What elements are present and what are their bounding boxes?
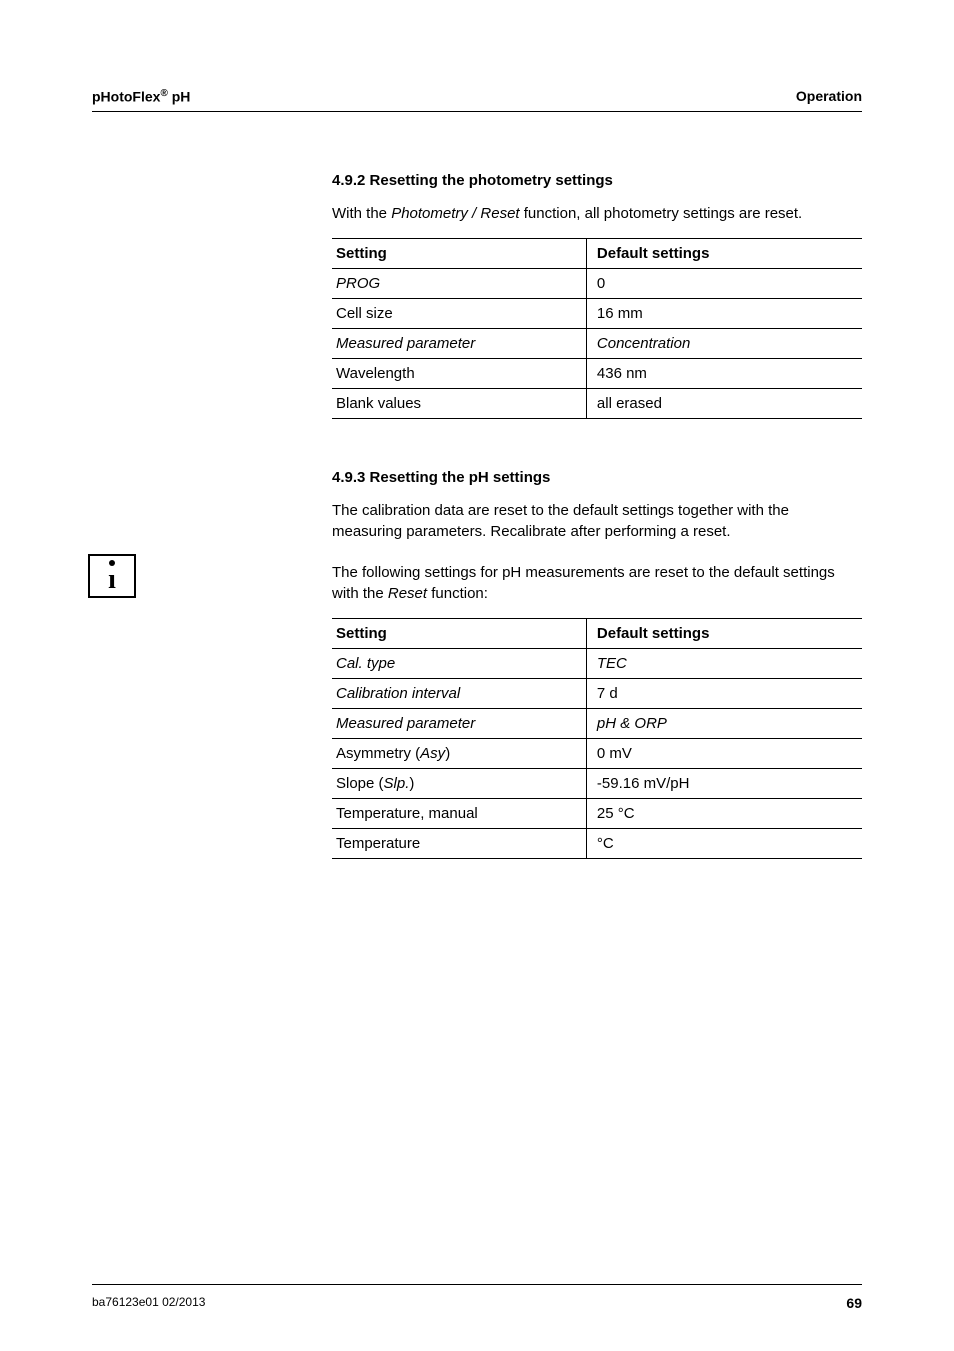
section2-intro: The following settings for pH measuremen… — [332, 562, 862, 604]
setting-label: PROG — [332, 268, 586, 298]
setting-label: Slope (Slp.) — [332, 768, 586, 798]
setting-value: 25 °C — [586, 798, 862, 828]
content-area: 4.9.2 Resetting the photometry settings … — [332, 172, 862, 859]
section2-table: Setting Default settings Cal. typeTECCal… — [332, 618, 862, 859]
section1-heading: 4.9.2 Resetting the photometry settings — [332, 172, 862, 189]
setting-value: TEC — [586, 648, 862, 678]
section2-col1: Setting — [332, 618, 586, 648]
info-icon-dot — [109, 560, 115, 566]
setting-value: 436 nm — [586, 358, 862, 388]
setting-value: 0 — [586, 268, 862, 298]
setting-label: Asymmetry (Asy) — [332, 738, 586, 768]
table-row: Asymmetry (Asy)0 mV — [332, 738, 862, 768]
table-row: Temperature°C — [332, 828, 862, 858]
table-row: Slope (Slp.)-59.16 mV/pH — [332, 768, 862, 798]
footer-page-number: 69 — [846, 1295, 862, 1311]
section1-col1: Setting — [332, 238, 586, 268]
setting-label: Wavelength — [332, 358, 586, 388]
setting-value: all erased — [586, 388, 862, 418]
table-row: Cal. typeTEC — [332, 648, 862, 678]
header-left: pHotoFlex® pH — [92, 88, 190, 105]
table-row: Cell size16 mm — [332, 298, 862, 328]
page-footer: ba76123e01 02/2013 69 — [92, 1284, 862, 1311]
section1-table: Setting Default settings PROG0Cell size1… — [332, 238, 862, 419]
section2-heading: 4.9.3 Resetting the pH settings — [332, 469, 862, 486]
setting-label: Cell size — [332, 298, 586, 328]
section1-col2: Default settings — [586, 238, 862, 268]
setting-value: pH & ORP — [586, 708, 862, 738]
header-left-sup: ® — [160, 88, 167, 99]
setting-value: -59.16 mV/pH — [586, 768, 862, 798]
section2-col2: Default settings — [586, 618, 862, 648]
table-header-row: Setting Default settings — [332, 238, 862, 268]
table-row: Measured parameterpH & ORP — [332, 708, 862, 738]
setting-value: Concentration — [586, 328, 862, 358]
table-row: PROG0 — [332, 268, 862, 298]
header-left-suffix: pH — [168, 89, 191, 105]
header-right: Operation — [796, 88, 862, 105]
setting-label: Cal. type — [332, 648, 586, 678]
header-left-prefix: pHotoFlex — [92, 89, 160, 105]
setting-label: Measured parameter — [332, 328, 586, 358]
setting-value: °C — [586, 828, 862, 858]
setting-value: 7 d — [586, 678, 862, 708]
setting-value: 0 mV — [586, 738, 862, 768]
footer-left: ba76123e01 02/2013 — [92, 1295, 205, 1311]
table-row: Measured parameterConcentration — [332, 328, 862, 358]
table-row: Blank valuesall erased — [332, 388, 862, 418]
table-row: Wavelength436 nm — [332, 358, 862, 388]
setting-label: Calibration interval — [332, 678, 586, 708]
setting-label: Measured parameter — [332, 708, 586, 738]
page-container: pHotoFlex® pH Operation 4.9.2 Resetting … — [0, 0, 954, 1351]
table-header-row: Setting Default settings — [332, 618, 862, 648]
info-icon: ı — [88, 554, 136, 598]
setting-label: Blank values — [332, 388, 586, 418]
table-row: Temperature, manual25 °C — [332, 798, 862, 828]
setting-label: Temperature, manual — [332, 798, 586, 828]
page-header: pHotoFlex® pH Operation — [92, 88, 862, 112]
table-row: Calibration interval7 d — [332, 678, 862, 708]
section1-intro: With the Photometry / Reset function, al… — [332, 203, 862, 224]
info-icon-stem: ı — [108, 566, 116, 594]
section2-note: The calibration data are reset to the de… — [332, 500, 862, 542]
setting-value: 16 mm — [586, 298, 862, 328]
setting-label: Temperature — [332, 828, 586, 858]
